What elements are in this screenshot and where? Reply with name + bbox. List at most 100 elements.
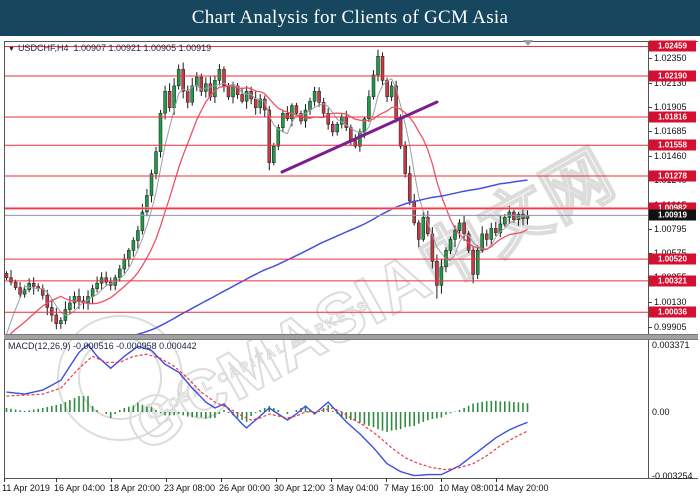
candle-bear	[326, 113, 330, 125]
candle-bear	[185, 91, 190, 103]
candle-bull	[27, 282, 31, 291]
axis-separator-vertical	[648, 41, 649, 478]
candle-bear	[50, 307, 54, 316]
frame-top	[4, 41, 698, 42]
price-level-tag: 1.00520	[649, 253, 696, 265]
candle-bear	[294, 105, 299, 114]
candle-bear	[494, 228, 498, 234]
candle-bull	[195, 76, 199, 87]
symbol-dropdown-icon: ▼	[8, 46, 15, 53]
candle-bull	[158, 113, 163, 152]
macd-signal-line	[6, 353, 528, 471]
price-axis-tick	[648, 107, 652, 108]
candle-bull	[217, 69, 222, 81]
price-axis-label: 1.00795	[654, 224, 687, 234]
candle-bear	[235, 85, 240, 95]
time-axis-tick	[221, 478, 222, 482]
trendline[interactable]	[280, 100, 439, 174]
price-axis-label: 0.99905	[654, 322, 687, 332]
price-axis-tick	[648, 156, 652, 157]
candle-bull	[272, 145, 276, 163]
candle-bull	[118, 268, 122, 279]
candle-bull	[453, 230, 457, 240]
candle-bear	[77, 296, 81, 302]
candle-bull	[95, 282, 99, 289]
candle-bear	[435, 261, 439, 286]
price-axis-label: 1.01905	[654, 102, 687, 112]
candle-bear	[267, 109, 272, 163]
candle-bear	[380, 56, 385, 81]
candle-bull	[503, 217, 507, 225]
current-price-tag: 1.00919	[649, 209, 696, 221]
candle-bull	[231, 85, 235, 98]
macd-axis-label-zero: 0.00	[652, 407, 670, 417]
candle-bull	[507, 211, 512, 218]
candle-bull	[367, 96, 371, 119]
candle-bear	[222, 69, 226, 87]
candle-bull	[448, 239, 453, 251]
time-axis-tick	[276, 478, 277, 482]
candle-bull	[444, 250, 448, 267]
candle-bull	[149, 173, 154, 196]
candle-bear	[353, 140, 358, 147]
candle-bull	[389, 85, 394, 98]
symbol-name: USDCHF,H4	[17, 43, 69, 53]
candle-bear	[18, 287, 22, 295]
symbol-ohlc-label: ▼ USDCHF,H4 1.00907 1.00921 1.00905 1.009…	[8, 43, 211, 53]
candle-bear	[226, 85, 231, 98]
candle-bear	[484, 233, 489, 240]
price-axis-tick	[648, 302, 652, 303]
candle-bull	[145, 195, 149, 213]
candle-bear	[462, 222, 466, 235]
price-axis-tick	[648, 58, 652, 59]
time-axis-label: 3 May 04:00	[329, 483, 379, 493]
candle-bear	[321, 102, 326, 114]
candle-bear	[407, 173, 412, 202]
candle-bull	[163, 91, 167, 114]
candle-bear	[45, 295, 50, 308]
price-axis-label: 1.02130	[654, 78, 687, 88]
candle-bull	[122, 258, 127, 270]
candle-bull	[475, 250, 480, 275]
candle-bull	[154, 151, 158, 174]
pane-separator[interactable]	[4, 334, 698, 340]
candle-bull	[131, 240, 136, 251]
time-axis-tick	[111, 478, 112, 482]
candle-bull	[172, 85, 176, 109]
candle-bear	[317, 91, 321, 103]
candle-bear	[385, 80, 389, 98]
candle-bull	[127, 250, 131, 260]
candle-bear	[167, 91, 172, 108]
candle-bear	[253, 98, 258, 109]
candle-bull	[335, 123, 339, 133]
time-axis-label: 7 May 16:00	[384, 483, 434, 493]
ma-medium-line	[9, 85, 528, 334]
candle-bear	[398, 118, 403, 147]
time-axis-tick	[386, 478, 387, 482]
candle-bear	[181, 69, 185, 92]
candle-bull	[90, 288, 95, 297]
macd-axis-label-bottom: -0.003254	[652, 471, 693, 481]
candle-bull	[303, 109, 308, 122]
candle-bull	[276, 127, 281, 147]
time-axis-tick	[496, 478, 497, 482]
scroll-position-marker-icon[interactable]	[523, 40, 533, 46]
candle-bull	[22, 289, 27, 295]
candle-bull	[258, 98, 262, 109]
candle-bull	[371, 74, 376, 98]
candle-bull	[190, 85, 194, 103]
candle-bull	[68, 302, 72, 310]
candle-bull	[376, 56, 380, 76]
candle-bear	[394, 85, 398, 120]
candle-bull	[498, 223, 503, 234]
candle-bear	[349, 127, 353, 141]
price-level-tag: 1.01558	[649, 139, 696, 151]
time-axis-tick	[331, 478, 332, 482]
candle-bull	[489, 228, 494, 240]
price-axis-label: 1.00575	[654, 248, 687, 258]
price-axis-tick	[648, 83, 652, 84]
price-level-tag: 1.01278	[649, 170, 696, 182]
time-axis-tick	[56, 478, 57, 482]
candle-bull	[457, 222, 462, 231]
